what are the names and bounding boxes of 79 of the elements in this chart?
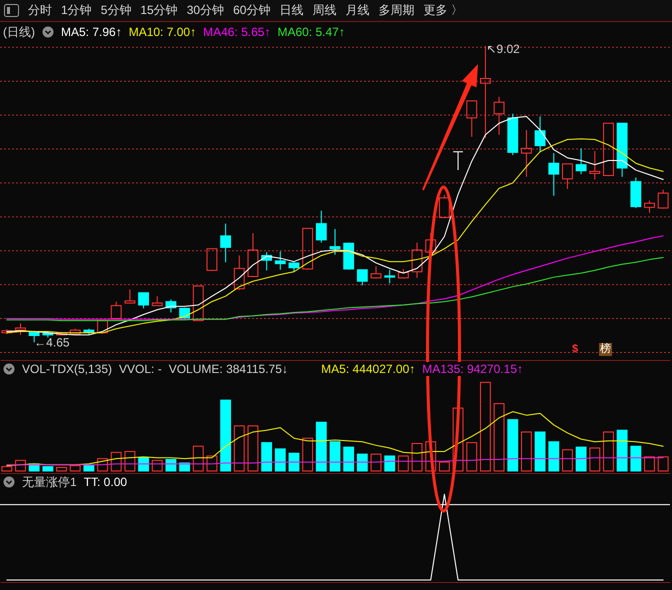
- text: $: [572, 343, 578, 356]
- candlestick: [412, 242, 422, 278]
- text: MA60: 5.47↑: [277, 25, 345, 39]
- bar: [494, 403, 505, 472]
- bar: [330, 441, 340, 472]
- bar: [507, 419, 518, 472]
- candlestick: [616, 122, 628, 178]
- bar: [248, 425, 258, 472]
- text: 更多 〉: [423, 2, 463, 19]
- bar: [302, 438, 314, 472]
- bar: [83, 465, 94, 472]
- bar: [261, 442, 272, 472]
- text: 月线: [345, 2, 370, 19]
- text: MA46: 5.65↑: [203, 25, 270, 39]
- text: 日线: [279, 2, 304, 19]
- text: 15分钟: [140, 2, 178, 19]
- bar: [1, 466, 12, 472]
- bar: [630, 446, 642, 472]
- text: 30分钟: [186, 2, 224, 19]
- text: MA5: 7.96↑: [61, 25, 122, 39]
- bar: [576, 446, 587, 472]
- bar: [234, 425, 245, 472]
- bar: [466, 442, 478, 472]
- text: 榜: [599, 343, 612, 356]
- bar: [384, 455, 396, 472]
- chart-title: VOL-TDX(5,135): [22, 362, 112, 376]
- bar: [480, 382, 491, 472]
- text: 5分钟: [100, 2, 132, 19]
- annotation: ←4.65: [34, 335, 70, 350]
- bar: [220, 400, 232, 472]
- bar: [343, 446, 354, 472]
- candlestick: [192, 286, 204, 322]
- bar: [562, 449, 573, 472]
- candlestick: [562, 163, 573, 190]
- candlestick: [521, 130, 532, 178]
- annotation: ↖9.02: [486, 42, 520, 56]
- bar: [658, 456, 669, 472]
- bar: [165, 458, 176, 472]
- text: 60分钟: [233, 2, 270, 19]
- bar: [274, 448, 286, 472]
- bar: [616, 430, 628, 472]
- candlestick: [452, 151, 464, 171]
- bar: [398, 455, 409, 472]
- bar: [138, 457, 149, 472]
- bar: [438, 462, 450, 472]
- bar: [644, 456, 655, 472]
- bar: [356, 454, 368, 472]
- chart-title: 无量涨停1: [22, 474, 77, 490]
- text: VVOL: -: [119, 362, 162, 376]
- candlestick: [589, 150, 600, 180]
- bar: [192, 446, 204, 472]
- candlestick: [466, 100, 478, 138]
- bar: [42, 466, 54, 472]
- bar: [534, 432, 546, 472]
- bar: [316, 422, 327, 472]
- text: 多周期: [378, 2, 414, 19]
- text: MA135: 94270.15↑: [422, 362, 523, 376]
- candlestick: [548, 152, 560, 196]
- bar: [603, 432, 614, 472]
- text: 分时: [28, 2, 52, 19]
- candlestick: [152, 296, 163, 306]
- text: 1分钟: [61, 2, 92, 19]
- bar: [288, 452, 300, 472]
- candlestick: [274, 250, 286, 270]
- bar: [56, 466, 67, 472]
- bar: [70, 465, 81, 472]
- bar: [412, 443, 422, 472]
- bar: [548, 441, 560, 472]
- chart-title: (日线): [3, 24, 35, 40]
- candlestick: [220, 223, 232, 263]
- text: MA10: 7.00↑: [128, 25, 196, 39]
- text: MA5: 444027.00↑: [321, 362, 416, 376]
- text: 周线: [312, 2, 336, 19]
- candlestick: [644, 200, 655, 214]
- text: VOLUME: 384115.75↓: [168, 362, 288, 376]
- bar: [370, 454, 382, 472]
- text: TT: 0.00: [84, 475, 128, 489]
- bar: [589, 447, 600, 472]
- bar: [521, 432, 532, 472]
